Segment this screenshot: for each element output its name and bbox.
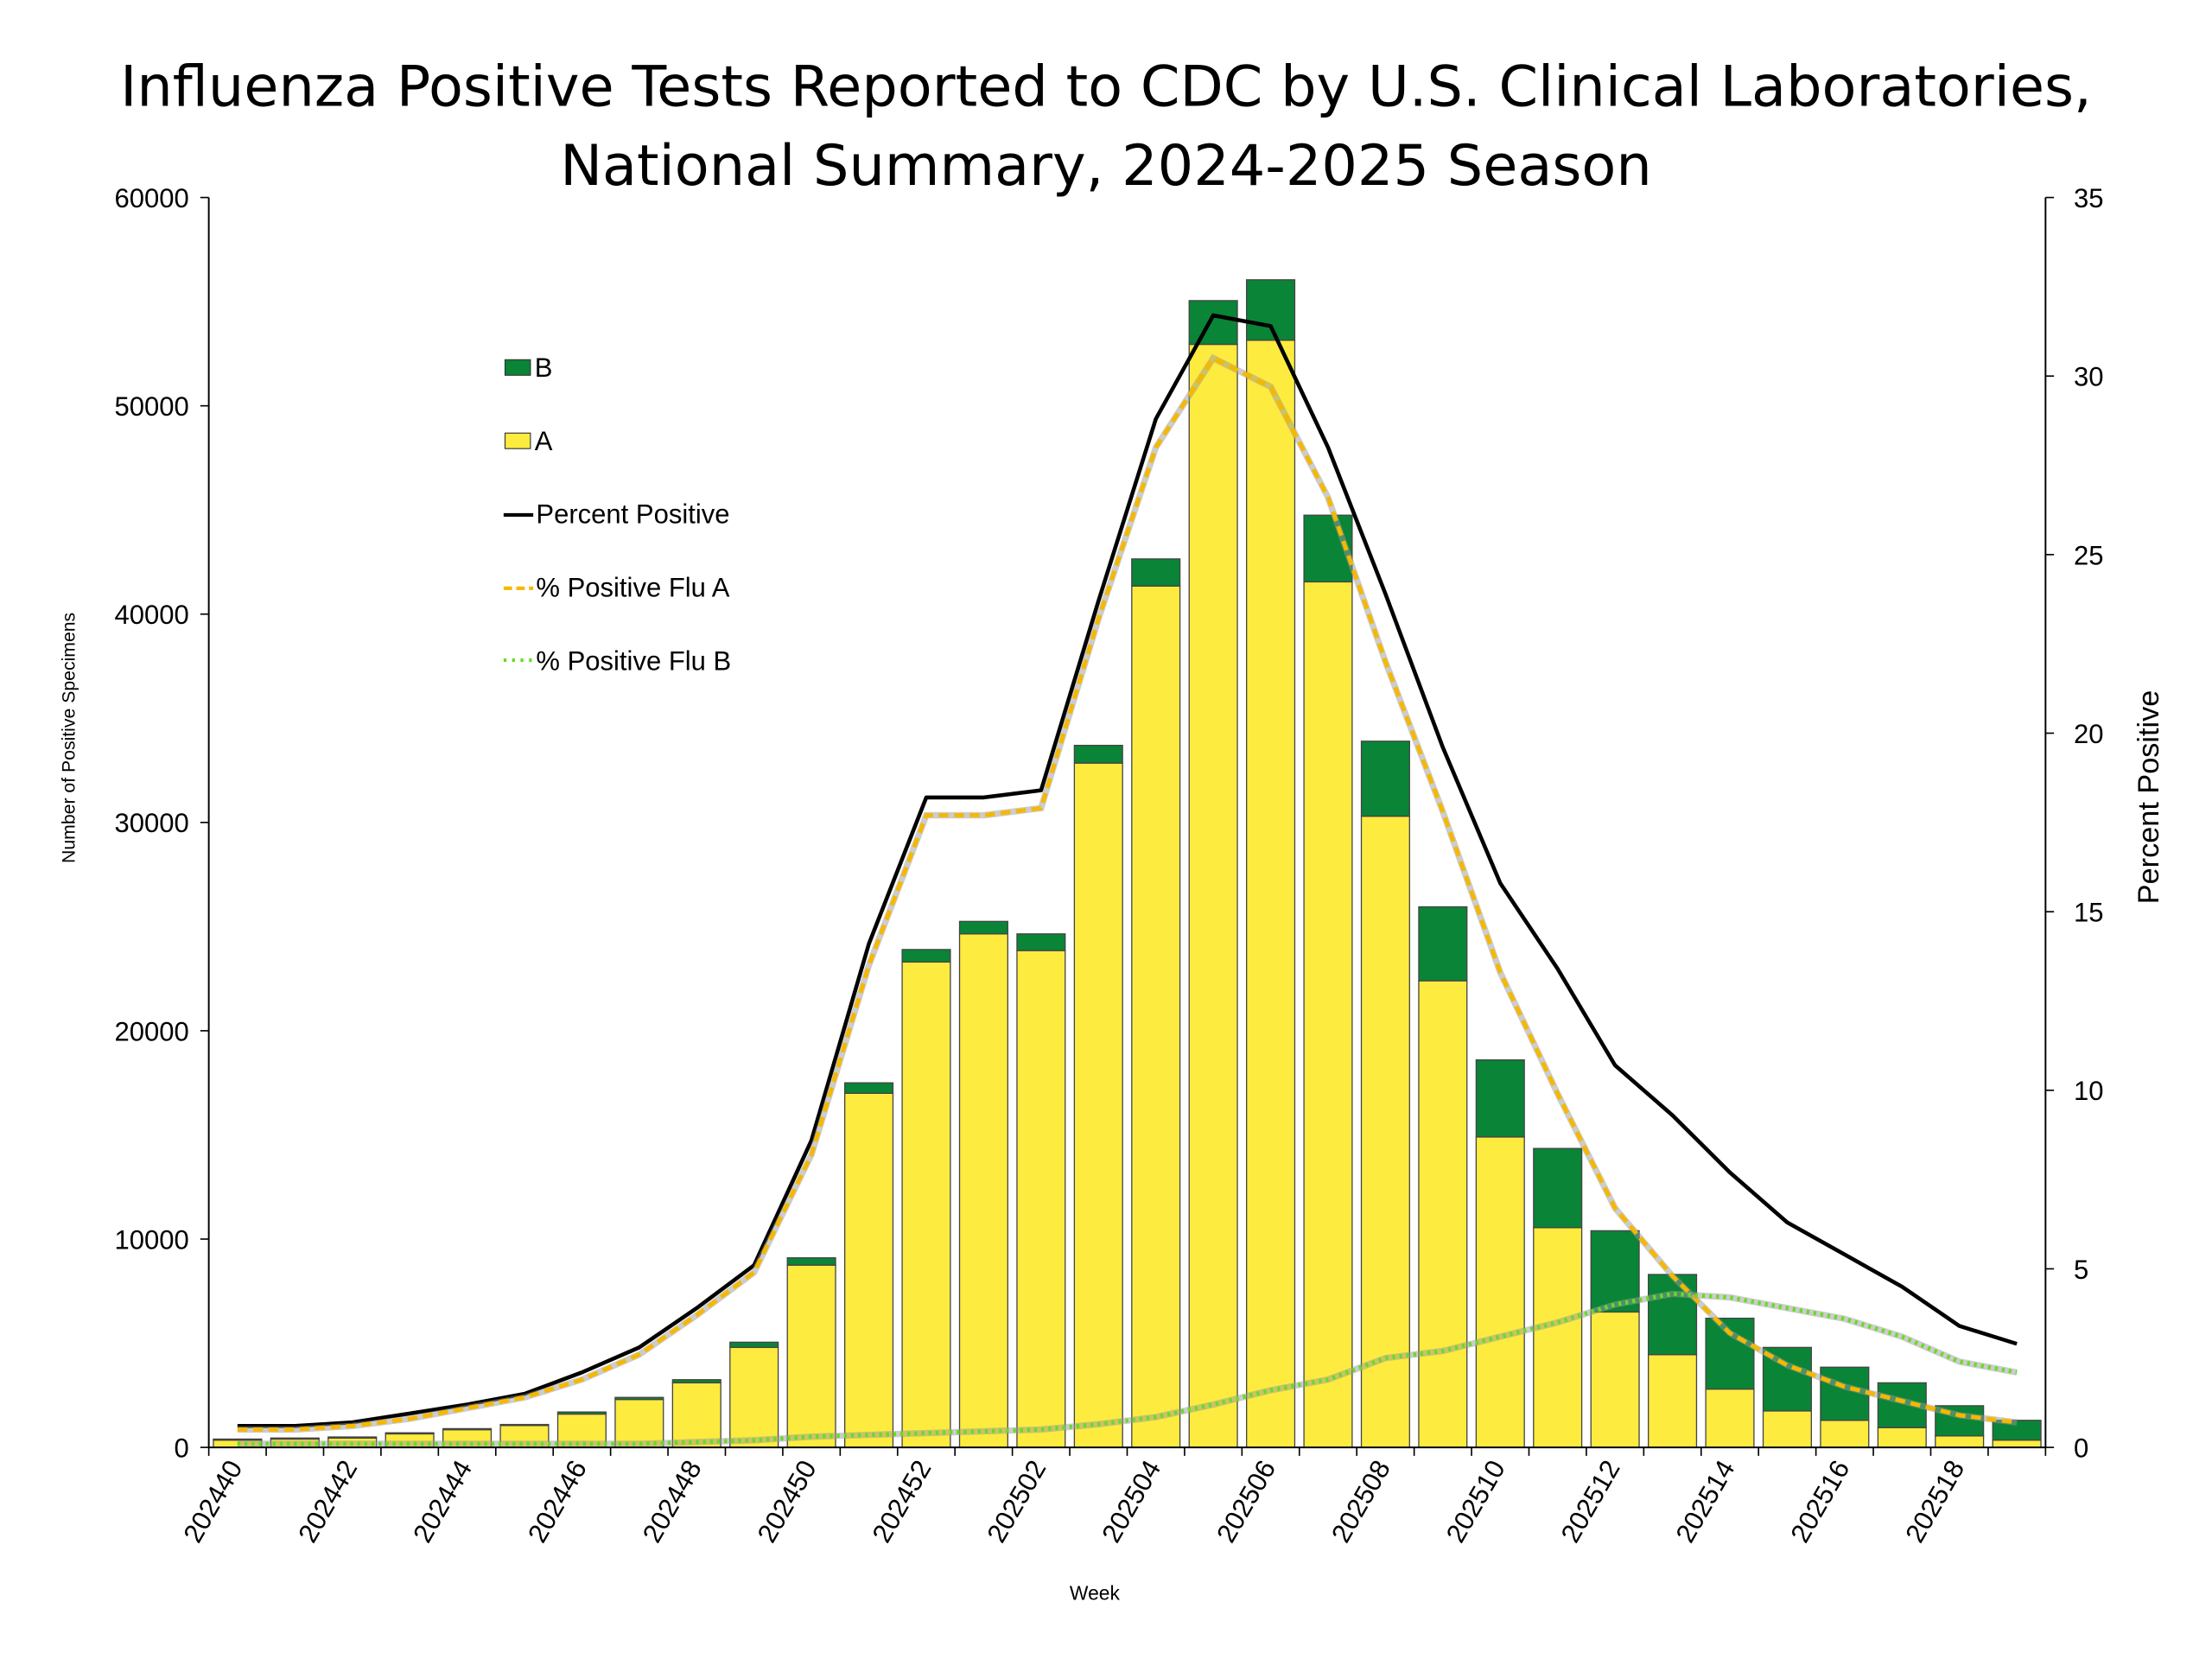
y2-tick-label: 20 [2074, 719, 2104, 749]
bar-a-202509 [1418, 980, 1468, 1448]
bar-b-202501 [958, 920, 1008, 935]
line--positive-flu-a [237, 356, 2018, 1432]
bar-b-202509 [1418, 906, 1468, 982]
bar-b-202511 [1533, 1147, 1583, 1229]
bar-b-202452 [901, 949, 951, 963]
bar-a-202507 [1303, 581, 1353, 1448]
x-tick-label: 202442 [292, 1455, 363, 1548]
x-tick-label: 202446 [522, 1455, 593, 1548]
y-tick-label: 0 [175, 1433, 189, 1464]
bar-a-202501 [958, 933, 1008, 1448]
bar-a-202515 [1762, 1410, 1812, 1448]
bar-a-202448 [671, 1382, 721, 1448]
y2-tick-label: 5 [2074, 1255, 2088, 1285]
bar-b-202505 [1188, 300, 1238, 346]
line-percent-positive [237, 313, 2018, 1428]
bar-a-202504 [1131, 585, 1181, 1448]
bar-a-202512 [1590, 1311, 1640, 1448]
bar-a-202451 [844, 1092, 894, 1448]
bar-a-202513 [1648, 1354, 1698, 1448]
bar-b-202508 [1360, 741, 1410, 817]
bar-b-202441 [270, 1437, 320, 1440]
x-tick-label: 202444 [407, 1455, 478, 1548]
x-tick-label: 202504 [1096, 1455, 1166, 1548]
y2-tick-label: 0 [2074, 1433, 2088, 1464]
bar-a-202514 [1705, 1388, 1755, 1448]
bar-b-202450 [786, 1257, 836, 1266]
x-tick-label: 202502 [981, 1455, 1052, 1548]
y-tick-label: 50000 [115, 391, 189, 422]
y2-tick-label: 10 [2074, 1076, 2104, 1106]
bar-a-202517 [1877, 1427, 1927, 1448]
bar-b-202451 [844, 1082, 894, 1094]
legend-label-b: B [535, 353, 553, 383]
legend-label-a: A [535, 426, 553, 456]
y2-tick-label: 35 [2074, 183, 2104, 213]
bar-b-202504 [1131, 558, 1181, 587]
legend: B A Percent Positive % Positive Flu A % … [503, 353, 731, 677]
bar-b-202502 [1016, 933, 1066, 951]
line-shadow-1 [237, 353, 2018, 1433]
x-tick-label: 202508 [1325, 1455, 1396, 1548]
x-tick-label: 202516 [1784, 1455, 1855, 1548]
legend-label-percent-positive: Percent Positive [536, 499, 729, 530]
legend-label-flu-a: % Positive Flu A [536, 573, 729, 603]
y2-axis-label: Percent Positive [2133, 690, 2165, 905]
y-axis-label: Number of Positive Specimens [60, 613, 79, 863]
bar-b-202449 [729, 1341, 779, 1349]
bar-a-202516 [1820, 1420, 1870, 1448]
bar-a-202511 [1533, 1227, 1583, 1448]
bar-a-202519 [1992, 1440, 2042, 1448]
x-tick-label: 202514 [1670, 1455, 1741, 1548]
bar-a-202508 [1360, 815, 1410, 1448]
legend-label-flu-b: % Positive Flu B [536, 646, 731, 677]
y2-tick-label: 15 [2074, 898, 2104, 928]
bar-b-202440 [213, 1438, 263, 1441]
line--positive-flu-b [237, 1291, 2018, 1446]
y-tick-label: 10000 [115, 1224, 189, 1255]
bar-a-202518 [1935, 1435, 1985, 1448]
x-tick-label: 202518 [1899, 1455, 1970, 1548]
bar-a-202450 [786, 1264, 836, 1448]
bar-b-202447 [614, 1396, 664, 1401]
bar-b-202442 [327, 1436, 378, 1439]
x-tick-label: 202448 [637, 1455, 708, 1548]
x-axis-label: Week [1070, 1581, 1121, 1604]
bar-a-202502 [1016, 950, 1066, 1448]
bar-b-202513 [1648, 1274, 1698, 1356]
bar-a-202503 [1073, 762, 1123, 1448]
legend-swatch-b [504, 359, 531, 376]
bar-a-202506 [1246, 340, 1296, 1448]
bar-b-202448 [671, 1379, 721, 1384]
bar-b-202503 [1073, 744, 1123, 764]
bar-a-202510 [1475, 1136, 1525, 1448]
x-tick-label: 202512 [1555, 1455, 1626, 1548]
bar-a-202449 [729, 1346, 779, 1448]
y-tick-label: 30000 [115, 808, 189, 838]
x-tick-label: 202450 [752, 1455, 823, 1548]
y2-tick-label: 25 [2074, 540, 2104, 570]
bar-a-202452 [901, 961, 951, 1448]
bar-b-202506 [1246, 279, 1296, 341]
x-tick-label: 202440 [177, 1455, 248, 1548]
y-tick-label: 60000 [115, 183, 189, 213]
chart-title-line-1: Influenza Positive Tests Reported to CDC… [120, 54, 2092, 119]
bar-a-202447 [614, 1398, 664, 1448]
bar-b-202444 [442, 1427, 493, 1431]
y-tick-label: 20000 [115, 1016, 189, 1046]
x-tick-label: 202510 [1440, 1455, 1511, 1548]
y2-tick-label: 30 [2074, 362, 2104, 392]
y-tick-label: 40000 [115, 600, 189, 630]
legend-swatch-a [504, 432, 531, 449]
bar-b-202446 [556, 1411, 607, 1415]
x-tick-label: 202452 [867, 1455, 938, 1548]
bar-a-202505 [1188, 343, 1238, 1448]
bar-b-202445 [499, 1423, 550, 1427]
bar-b-202510 [1475, 1059, 1525, 1138]
chart-title-line-2: National Summary, 2024-2025 Season [560, 133, 1652, 199]
x-tick-label: 202506 [1211, 1455, 1281, 1548]
